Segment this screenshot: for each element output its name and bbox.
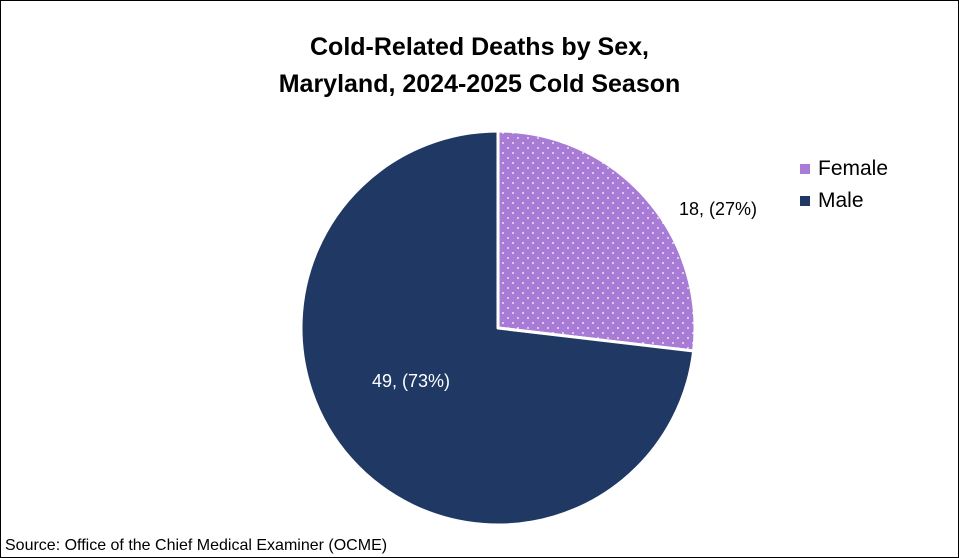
- chart-title: Cold-Related Deaths by Sex, Maryland, 20…: [1, 29, 958, 103]
- data-label-male: 49, (73%): [372, 371, 450, 391]
- pie-slice-male: [299, 129, 696, 527]
- chart-title-line-1: Cold-Related Deaths by Sex,: [310, 33, 649, 61]
- legend-item-male: Male: [800, 185, 888, 217]
- chart-title-line-2: Maryland, 2024-2025 Cold Season: [278, 70, 681, 98]
- legend-swatch-male: [800, 196, 810, 206]
- legend-label-male: Male: [818, 189, 864, 212]
- legend-item-female: Female: [800, 153, 888, 185]
- legend-label-female: Female: [818, 157, 889, 180]
- data-label-female: 18, (27%): [679, 199, 757, 219]
- source-note: Source: Office of the Chief Medical Exam…: [5, 537, 388, 554]
- legend: Female Male: [800, 153, 888, 217]
- legend-swatch-female: [800, 164, 810, 174]
- pie-slice-female: [496, 129, 697, 353]
